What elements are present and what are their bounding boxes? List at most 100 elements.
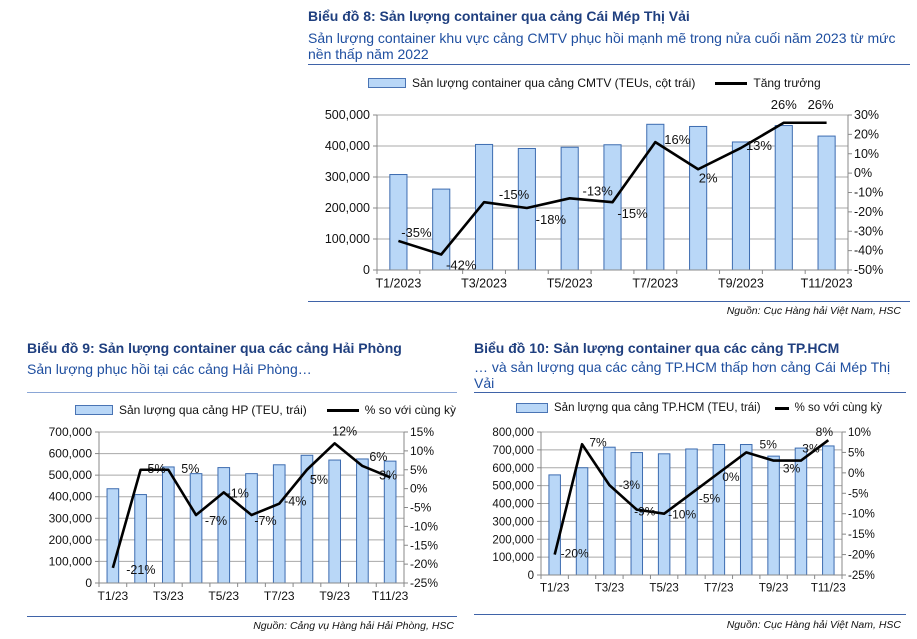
chart9-right-tick-label: 0% (410, 482, 428, 496)
chart9-right-tick-label: 10% (410, 444, 434, 458)
chart8-right-tick-label: -40% (854, 244, 883, 258)
chart10-right-tick-label: 5% (848, 447, 865, 459)
chart8-legend-line-swatch (715, 81, 748, 85)
chart9-legend-line-swatch (326, 408, 359, 412)
chart8-subtitle: Sản lượng container khu vực cảng CMTV ph… (308, 30, 896, 62)
chart10-subtitle: … và sản lượng qua các cảng TP.HCM thấp … (474, 359, 891, 391)
chart9-data-label: 12% (332, 424, 357, 438)
chart10-legend-bar-label: Sản lượng qua cảng TP.HCM (TEU, trái) (554, 402, 761, 414)
chart8-right-tick-label: -30% (854, 224, 883, 238)
chart8-legend-bar-swatch (368, 78, 406, 88)
chart9-x-tick-label: T5/23 (208, 589, 239, 603)
chart9-data-label: -1% (227, 486, 249, 500)
chart10-left-tick-label: 700,000 (492, 445, 534, 457)
chart10-legend: Sản lượng qua cảng TP.HCM (TEU, trái) % … (516, 402, 882, 414)
chart9-data-label: 3% (379, 468, 397, 482)
chart8-data-label: -42% (446, 258, 477, 273)
chart9-left-tick-label: 0 (85, 576, 92, 590)
chart8-x-tick-label: T1/2023 (375, 277, 421, 291)
chart9-footer-rule (27, 616, 457, 617)
chart8-data-label: -13% (583, 183, 614, 198)
chart10-legend-line-label: % so với cùng kỳ (794, 402, 882, 414)
chart10-right-tick-label: -5% (848, 488, 868, 500)
chart8-data-label: 26% (771, 97, 797, 112)
chart8-right-tick-label: 0% (854, 166, 872, 180)
chart8-left-tick-label: 400,000 (325, 139, 370, 153)
chart8-left-tick-label: 0 (363, 263, 370, 277)
chart10-bar (822, 445, 835, 576)
chart9-right-tick-label: -15% (410, 538, 438, 552)
chart9-x-tick-label: T1/23 (98, 589, 129, 603)
chart10-x-tick-label: T7/23 (704, 583, 733, 595)
chart9-bar (161, 466, 175, 584)
chart10-legend-bar-swatch (516, 403, 548, 413)
chart10-growth-line (553, 439, 830, 555)
chart10-data-label: -20% (561, 547, 589, 561)
chart8-growth-line (398, 121, 827, 256)
chart9-data-label: 5% (310, 473, 328, 487)
chart8-data-label: 13% (746, 138, 772, 153)
chart10-right-tick-label: -15% (848, 529, 875, 541)
chart10-header-rule (474, 392, 906, 393)
chart9-right-tick-label: -5% (410, 501, 432, 515)
chart10-left-tick-label: 800,000 (492, 427, 534, 439)
chart8-bar (774, 125, 793, 271)
chart9-bar (106, 488, 120, 584)
chart9-right-tick-label: -10% (410, 519, 438, 533)
chart10-data-label: 0% (722, 470, 740, 484)
chart10-legend-line-swatch (774, 406, 789, 410)
chart10-x-tick-label: T11/23 (811, 583, 846, 595)
chart8-x-tick-label: T3/2023 (461, 277, 507, 291)
chart9-legend-bar-label: Sản lượng qua cảng HP (TEU, trái) (119, 403, 307, 417)
chart10-x-tick-label: T9/23 (759, 583, 788, 595)
chart10-title: Biểu đồ 10: Sản lượng container qua các … (474, 340, 840, 356)
chart8-source: Nguồn: Cục Hàng hải Việt Nam, HSC (726, 305, 901, 317)
chart9-title: Biểu đồ 9: Sản lượng container qua các c… (27, 340, 402, 356)
chart9-x-tick-label: T3/23 (153, 589, 184, 603)
chart8-bar (474, 143, 494, 271)
chart10-left-tick-label: 300,000 (492, 516, 534, 528)
chart9-left-tick-label: 500,000 (49, 468, 93, 482)
chart8-header-rule (308, 64, 910, 65)
chart9-legend-bar-swatch (75, 405, 113, 415)
chart10-bar (739, 444, 753, 576)
chart10-data-label: -3% (619, 478, 641, 492)
chart8-right-tick-label: -50% (854, 263, 883, 277)
chart9-right-tick-label: -25% (410, 576, 438, 590)
chart8-right-tick-label: 10% (854, 147, 879, 161)
chart8-data-label: -35% (401, 225, 432, 240)
chart10-left-tick-label: 400,000 (492, 499, 534, 511)
chart10-left-tick-label: 500,000 (492, 481, 534, 493)
chart8-x-tick-label: T7/2023 (632, 277, 678, 291)
chart9-left-tick-label: 700,000 (49, 425, 93, 439)
chart8-right-tick-label: 30% (854, 108, 879, 122)
chart8-bar (560, 146, 579, 271)
chart10-bar (712, 444, 726, 576)
chart9-legend: Sản lượng qua cảng HP (TEU, trái) % so v… (75, 403, 456, 417)
chart9-data-label: -4% (284, 495, 306, 509)
chart8-right-tick-label: -10% (854, 186, 883, 200)
chart10-left-tick-label: 100,000 (492, 552, 534, 564)
chart8-bar (817, 135, 836, 271)
chart8-right-tick-label: 20% (854, 127, 879, 141)
chart9-bar (189, 473, 203, 584)
chart10-bar (767, 455, 780, 576)
chart8-plot: 0 100,000 200,000 300,000 400,000 500,000 -50%… (325, 97, 883, 291)
chart8-data-label: -15% (499, 187, 530, 202)
chart9-source: Nguồn: Cảng vụ Hàng hải Hải Phòng, HSC (253, 620, 454, 632)
chart9-left-tick-label: 100,000 (49, 554, 93, 568)
chart10-x-tick-label: T1/23 (540, 583, 569, 595)
chart10-source: Nguồn: Cục Hàng hải Việt Nam, HSC (726, 619, 901, 631)
chart8-x-tick-label: T11/2023 (801, 277, 853, 291)
chart9-left-tick-label: 400,000 (49, 490, 93, 504)
chart8-bar (731, 141, 751, 271)
chart9-left-tick-label: 300,000 (49, 511, 93, 525)
chart10-bar (603, 446, 616, 576)
chart10-data-label: 8% (816, 425, 834, 439)
chart9-right-tick-label: 15% (410, 425, 434, 439)
chart9-x-tick-label: T7/23 (264, 589, 295, 603)
chart9-data-label: 5% (148, 462, 166, 476)
chart10-right-tick-label: -25% (848, 570, 875, 582)
chart9-x-tick-label: T11/23 (372, 589, 409, 603)
chart9-bar (328, 459, 342, 584)
